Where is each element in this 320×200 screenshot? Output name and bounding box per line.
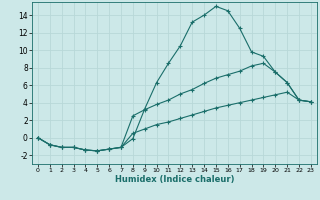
X-axis label: Humidex (Indice chaleur): Humidex (Indice chaleur): [115, 175, 234, 184]
